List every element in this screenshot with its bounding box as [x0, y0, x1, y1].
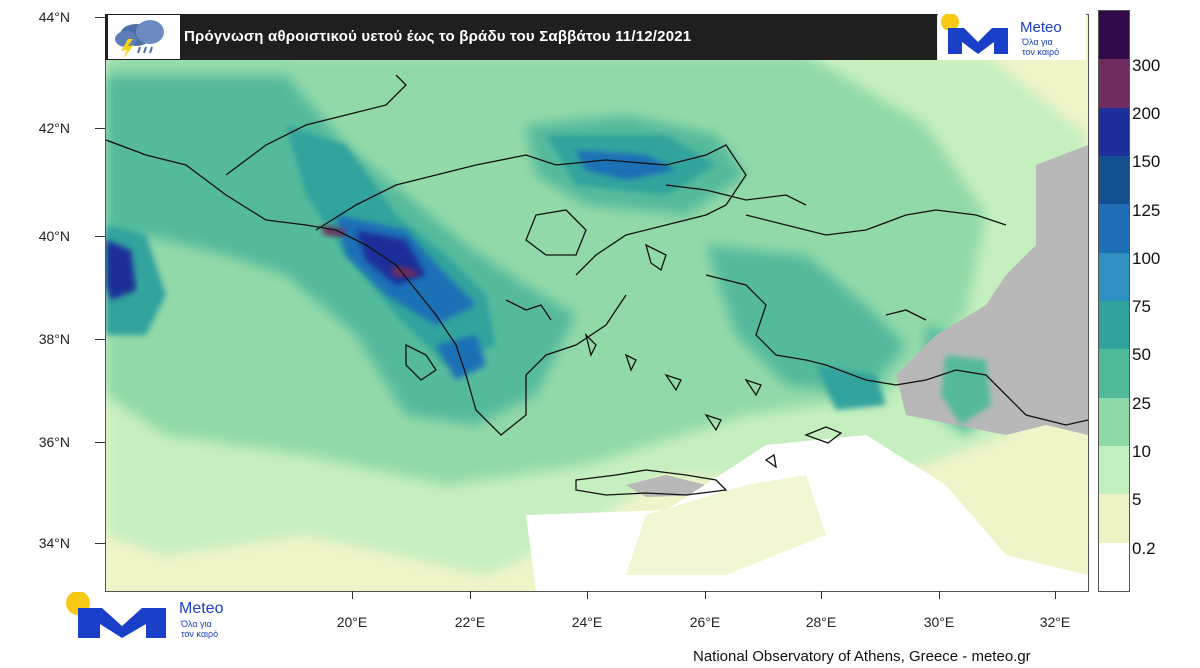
legend-swatch [1099, 446, 1129, 495]
legend-swatch [1099, 301, 1129, 350]
lon-tick [821, 591, 822, 599]
legend-swatch [1099, 494, 1129, 543]
credit-text: National Observatory of Athens, Greece -… [693, 648, 1031, 665]
logo-word: Meteo [1020, 19, 1062, 36]
lat-label-36: 36°N [38, 434, 70, 450]
lat-label-42: 42°N [38, 120, 70, 136]
lon-tick [705, 591, 706, 599]
lon-label-28: 28°E [805, 614, 837, 630]
color-legend [1098, 10, 1130, 592]
meteo-m-logo-icon [941, 14, 1008, 54]
lat-tick [95, 128, 105, 129]
weather-badge [108, 15, 180, 59]
lon-tick [939, 591, 940, 599]
legend-label-10: 10 [1132, 442, 1151, 461]
lat-label-44: 44°N [38, 9, 70, 25]
legend-swatch [1099, 59, 1129, 108]
lon-label-26: 26°E [689, 614, 721, 630]
lon-label-30: 30°E [923, 614, 955, 630]
legend-swatch [1099, 397, 1129, 446]
map-canvas [106, 15, 1088, 591]
legend-label-300: 300 [1132, 56, 1161, 75]
lat-tick [95, 339, 105, 340]
precipitation-map [105, 14, 1089, 592]
legend-swatch [1099, 11, 1129, 60]
legend-label-200: 200 [1132, 104, 1161, 123]
meteo-logo-top: Meteo Όλα για τον καιρό [938, 14, 1086, 60]
lat-tick [95, 236, 105, 237]
lat-label-34: 34°N [38, 535, 70, 551]
logo-tagline-2: τον καιρό [1022, 47, 1060, 57]
legend-label-25: 25 [1132, 394, 1151, 413]
lon-tick [587, 591, 588, 599]
legend-swatch [1099, 156, 1129, 205]
legend-label-125: 125 [1132, 201, 1161, 220]
legend-label-100: 100 [1132, 249, 1161, 268]
lon-label-32: 32°E [1039, 614, 1071, 630]
legend-label-0-2: 0.2 [1132, 539, 1156, 558]
meteo-m-logo-icon [66, 592, 166, 638]
lon-tick [470, 591, 471, 599]
lon-label-22: 22°E [454, 614, 486, 630]
lon-tick [352, 591, 353, 599]
map-title: Πρόγνωση αθροιστικού υετού έως το βράδυ … [184, 28, 692, 45]
title-bar [105, 14, 937, 60]
lon-label-24: 24°E [571, 614, 603, 630]
lat-label-38: 38°N [38, 331, 70, 347]
lon-tick [1055, 591, 1056, 599]
logo-word: Meteo [179, 600, 224, 617]
lat-tick [95, 17, 105, 18]
lat-label-40: 40°N [38, 228, 70, 244]
logo-tagline-1: Όλα για [181, 619, 212, 629]
coastline-borders [106, 74, 1088, 496]
lat-tick [95, 543, 105, 544]
legend-swatch [1099, 204, 1129, 253]
logo-tagline-1: Όλα για [1022, 37, 1053, 47]
legend-swatch [1099, 252, 1129, 301]
legend-swatch [1099, 107, 1129, 156]
legend-label-5: 5 [1132, 490, 1142, 509]
lon-label-20: 20°E [336, 614, 368, 630]
logo-tagline-2: τον καιρό [181, 629, 219, 639]
lat-tick [95, 442, 105, 443]
legend-swatch [1099, 542, 1129, 591]
legend-swatch [1099, 349, 1129, 398]
legend-label-75: 75 [1132, 297, 1151, 316]
meteo-logo-bottom: Meteo Όλα για τον καιρό [62, 592, 262, 642]
legend-label-150: 150 [1132, 152, 1161, 171]
rain-cloud-lightning-icon [115, 20, 164, 59]
legend-label-50: 50 [1132, 345, 1151, 364]
